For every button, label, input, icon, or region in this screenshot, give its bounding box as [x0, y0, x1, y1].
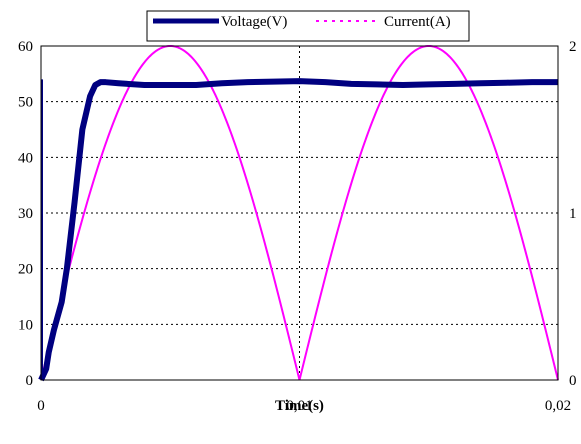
legend-voltage-label: Voltage(V)	[221, 14, 287, 30]
x-tick-label: 0,01	[286, 398, 312, 414]
legend-current-label: Current(A)	[384, 14, 451, 30]
plot-area	[38, 44, 559, 382]
y-left-tick-label: 0	[26, 373, 34, 389]
x-tick-label: 0,02	[545, 398, 571, 414]
y-left-tick-label: 10	[18, 317, 33, 333]
x-axis-title: Time(s)	[275, 398, 324, 414]
legend: Voltage(V) Current(A)	[146, 10, 470, 42]
y-left-tick-label: 30	[18, 206, 33, 222]
y-right-tick-label: 2	[569, 39, 577, 55]
y-left-tick-label: 50	[18, 95, 33, 111]
y-left-tick-label: 60	[18, 39, 33, 55]
x-tick-label: 0	[37, 398, 45, 414]
series-voltage-line	[38, 78, 558, 382]
legend-box	[146, 10, 470, 42]
plot-border	[40, 45, 559, 381]
y-right-tick-label: 1	[569, 206, 577, 222]
y-left-tick-label: 40	[18, 150, 33, 166]
grid	[41, 46, 558, 380]
y-left-tick-label: 20	[18, 262, 33, 278]
y-right-tick-label: 0	[569, 373, 577, 389]
